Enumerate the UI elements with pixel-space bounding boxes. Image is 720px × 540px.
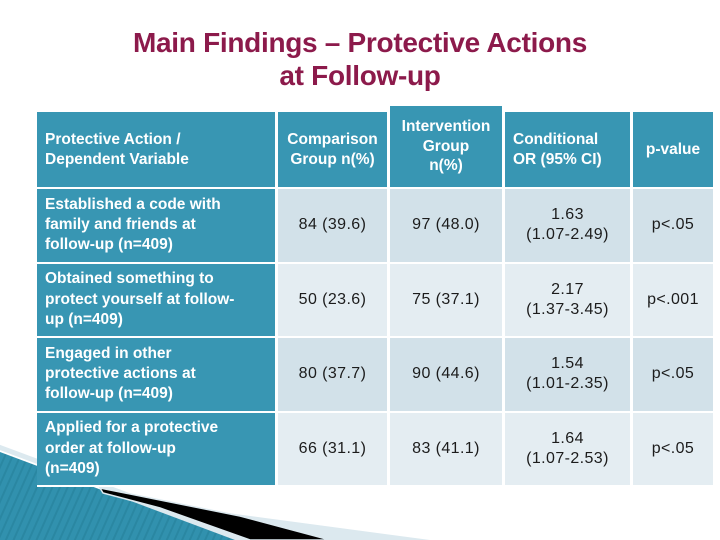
header-conditional-or: Conditional OR (95% CI) [505,112,633,189]
row-action-label: Engaged in other protective actions at f… [37,338,278,413]
findings-table: Protective Action / Dependent Variable C… [37,106,713,487]
header-protective-action: Protective Action / Dependent Variable [37,112,278,189]
header-text: Dependent Variable [45,150,189,168]
conditional-or-value: 1.54 (1.01-2.35) [505,338,633,413]
header-text: Group [422,137,470,155]
header-text: p-value [645,140,701,158]
header-text: Comparison [287,131,378,149]
row-action-label: Obtained something to protect yourself a… [37,263,278,338]
row-action-label: Established a code with family and frien… [37,189,278,264]
intervention-value: 97 (48.0) [390,189,505,264]
comparison-value: 80 (37.7) [278,338,390,413]
table-header-row: Protective Action / Dependent Variable C… [37,106,713,189]
intervention-value: 83 (41.1) [390,412,505,487]
conditional-or-value: 1.64 (1.07-2.53) [505,412,633,487]
header-text: n(%) [429,157,463,175]
header-p-value: p-value [633,112,713,189]
comparison-value: 66 (31.1) [278,412,390,487]
p-value: p<.05 [633,189,713,264]
black-swoosh [98,486,331,540]
p-value: p<.05 [633,338,713,413]
table-row: Engaged in other protective actions at f… [37,338,713,413]
header-text: Conditional [513,131,599,149]
conditional-or-value: 2.17 (1.37-3.45) [505,263,633,338]
p-value: p<.001 [633,263,713,338]
header-text: Intervention [401,118,491,136]
header-comparison-group: Comparison Group n(%) [278,112,390,189]
conditional-or-value: 1.63 (1.07-2.49) [505,189,633,264]
row-action-label: Applied for a protective order at follow… [37,412,278,487]
intervention-value: 90 (44.6) [390,338,505,413]
header-text: Group n(%) [290,150,375,168]
intervention-value: 75 (37.1) [390,263,505,338]
p-value: p<.05 [633,412,713,487]
table-row: Established a code with family and frien… [37,189,713,264]
header-intervention-group: Intervention Group n(%) [390,106,505,189]
slide-title-line2: at Follow-up [279,60,441,92]
slide-title-line1: Main Findings – Protective Actions [133,27,587,58]
table-row: Obtained something to protect yourself a… [37,263,713,338]
slide-title: Main Findings – Protective Actions at Fo… [0,26,720,92]
comparison-value: 84 (39.6) [278,189,390,264]
header-text: OR (95% CI) [513,150,602,168]
header-text: Protective Action / [45,131,181,149]
comparison-value: 50 (23.6) [278,263,390,338]
table-row: Applied for a protective order at follow… [37,412,713,487]
